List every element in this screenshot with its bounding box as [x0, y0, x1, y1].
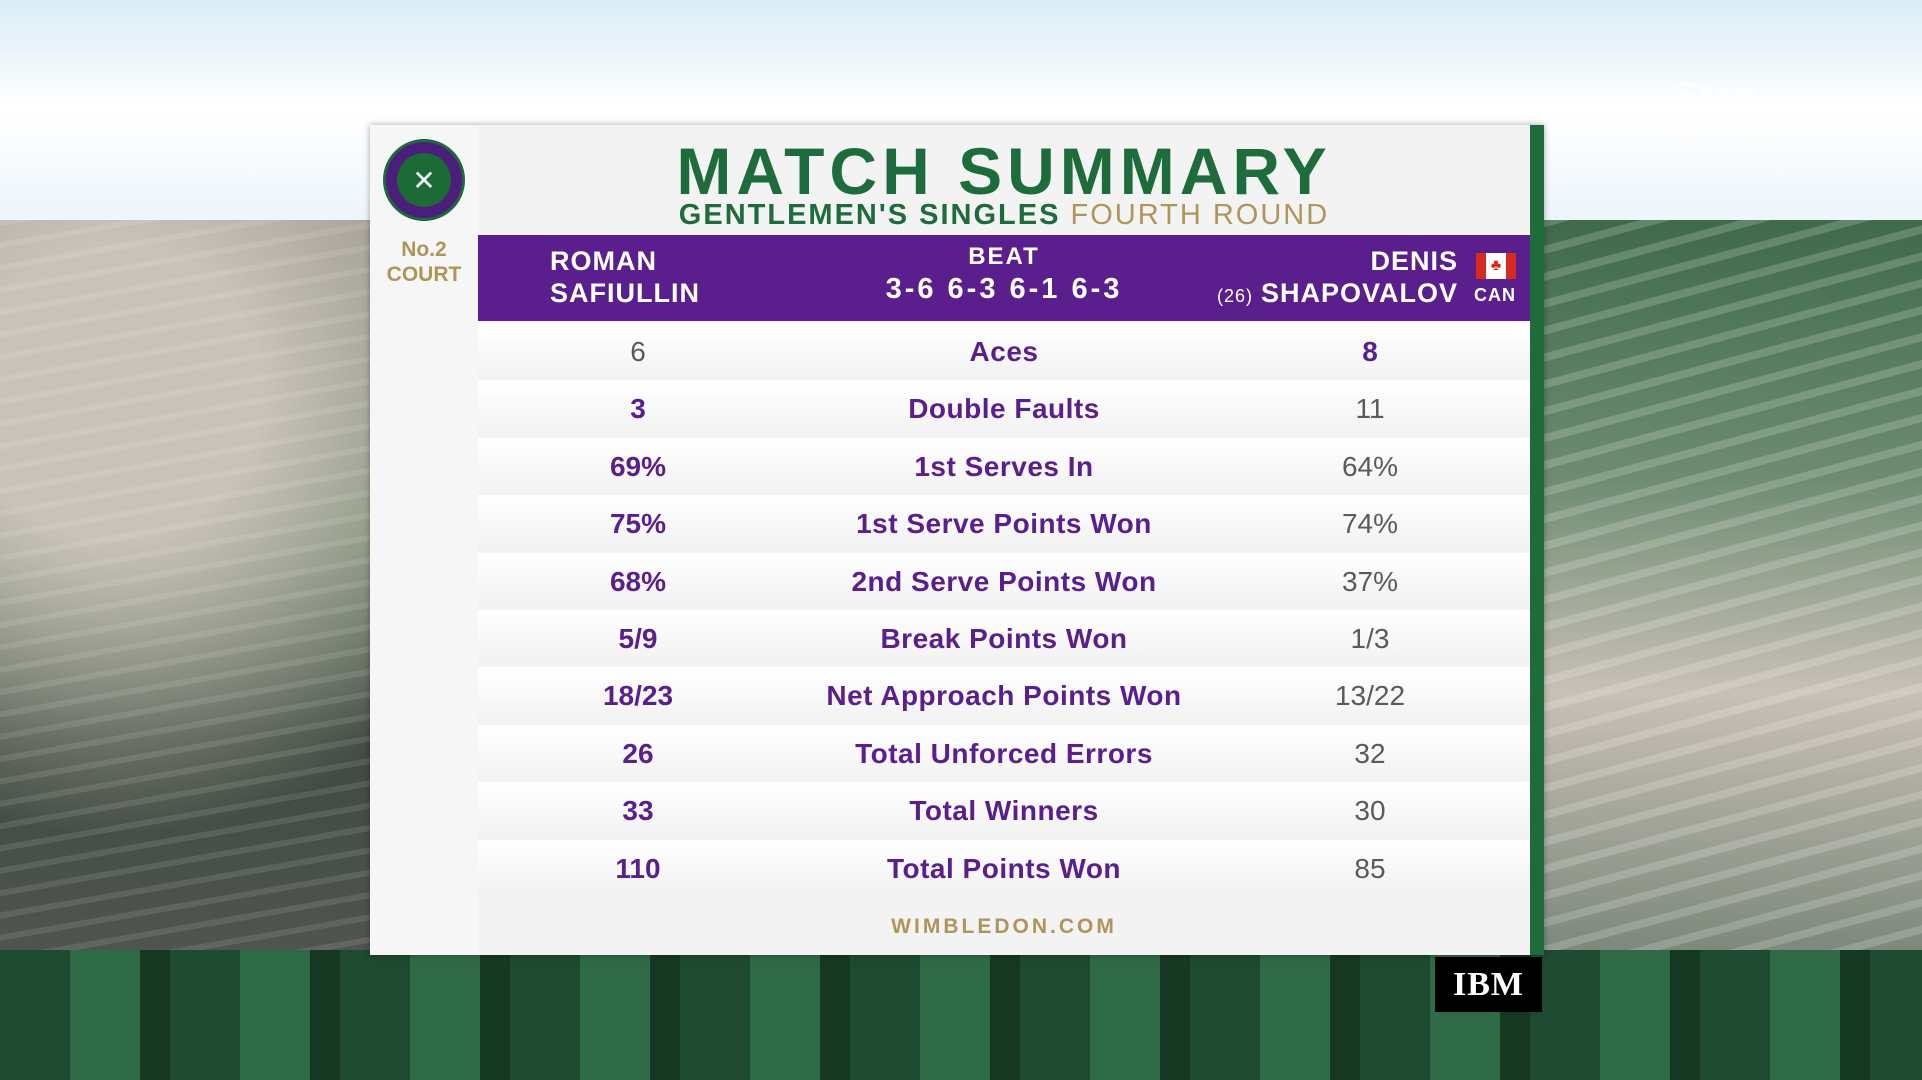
event-subtitle: GENTLEMEN'S SINGLES FOURTH ROUND [478, 199, 1530, 232]
player2-stat: 13/22 [1334, 680, 1406, 712]
player2-stat: 64% [1341, 450, 1399, 482]
stat-label: 1st Serve Points Won [856, 508, 1152, 540]
player1-last: SAFIULLIN [550, 278, 700, 308]
stat-label: Total Winners [909, 795, 1099, 827]
footer-url: WIMBLEDON.COM [891, 915, 1117, 938]
player1-stat: 6 [630, 336, 646, 367]
stat-label: Total Unforced Errors [855, 737, 1153, 769]
player1-stat: 26 [622, 737, 654, 769]
player1-stat: 68% [609, 565, 667, 597]
accent-bar [1530, 125, 1544, 955]
foreground-seats [0, 950, 1922, 1080]
stat-label: 2nd Serve Points Won [851, 565, 1157, 597]
player2-stat: 8 [1362, 336, 1378, 367]
panel-sidebar: ✕ No.2 COURT [370, 125, 478, 955]
broadcaster-watermark: Stan SPORT [1673, 75, 1772, 135]
player2-stat: 30 [1354, 795, 1386, 827]
match-result: BEAT 3-6 6-3 6-1 6-3 [478, 243, 1530, 306]
player2-country: CAN [1474, 285, 1516, 305]
player2-stat: 32 [1354, 737, 1386, 769]
stat-label: Double Faults [908, 393, 1100, 425]
player1-stat: 5/9 [618, 622, 658, 654]
player2-stat: 37% [1341, 565, 1399, 597]
stat-row: 110 Total Points Won 85 [478, 839, 1530, 895]
stat-label: 1st Serves In [914, 450, 1094, 482]
player1-stat: 3 [630, 393, 646, 425]
crossed-rackets-icon: ✕ [397, 153, 451, 207]
stat-row: 18/23 Net Approach Points Won 13/22 [478, 667, 1530, 723]
court-number: No.2 [401, 238, 447, 261]
player2-last: SHAPOVALOV [1260, 278, 1458, 308]
stat-row: 33 Total Winners 30 [478, 782, 1530, 838]
player1-name: ROMAN SAFIULLIN [550, 245, 700, 309]
stat-label: Break Points Won [880, 622, 1128, 654]
player2-stat: 85 [1354, 852, 1386, 884]
stat-row: 75% 1st Serve Points Won 74% [478, 495, 1530, 551]
stat-row: 3 Double Faults 11 [478, 380, 1530, 436]
canada-flag-icon: ♣ [1476, 253, 1516, 279]
stat-label: Net Approach Points Won [826, 680, 1182, 712]
result-word: BEAT [968, 243, 1040, 270]
player1-stat: 69% [609, 450, 667, 482]
stat-row: 69% 1st Serves In 64% [478, 437, 1530, 493]
match-summary-panel: ✕ No.2 COURT MATCH SUMMARY GENTLEMEN'S S… [370, 125, 1544, 955]
broadcaster-sub: SPORT [1673, 112, 1772, 134]
stat-row: 68% 2nd Serve Points Won 37% [478, 552, 1530, 608]
right-stand-crowd [1540, 220, 1922, 1080]
match-header: ROMAN SAFIULLIN BEAT 3-6 6-3 6-1 6-3 DEN… [478, 235, 1530, 321]
court-word: COURT [386, 263, 462, 286]
player2-stat: 74% [1341, 508, 1399, 540]
player1-stat: 18/23 [602, 680, 674, 712]
court-label: No.2 COURT [370, 237, 478, 287]
player2-stat: 1/3 [1350, 622, 1390, 654]
event-name: GENTLEMEN'S SINGLES [678, 199, 1061, 231]
player1-stat: 33 [622, 795, 654, 827]
round-name: FOURTH ROUND [1070, 199, 1330, 231]
player2-name: DENIS (26) SHAPOVALOV [1217, 245, 1458, 312]
stat-row: 6 Aces 8 [478, 323, 1530, 378]
player1-stat: 75% [609, 508, 667, 540]
wimbledon-logo: ✕ [383, 139, 465, 221]
player2-seed: (26) [1216, 286, 1253, 306]
stat-label: Aces [969, 336, 1039, 367]
sponsor-logo: IBM [1435, 957, 1542, 1012]
page-title: MATCH SUMMARY [676, 134, 1332, 208]
player2-stat: 11 [1355, 393, 1385, 425]
broadcaster-name: Stan [1673, 75, 1756, 117]
left-stand-crowd [0, 220, 380, 1080]
match-score: 3-6 6-3 6-1 6-3 [885, 273, 1123, 305]
player2-first: DENIS [1370, 246, 1458, 276]
player1-first: ROMAN [550, 246, 657, 276]
player1-stat: 110 [615, 852, 661, 884]
stat-row: 5/9 Break Points Won 1/3 [478, 609, 1530, 665]
stat-row: 26 Total Unforced Errors 32 [478, 724, 1530, 780]
stats-table: 6 Aces 8 3 Double Faults 11 69% 1st Serves In 64… [478, 323, 1530, 897]
stat-label: Total Points Won [886, 852, 1122, 884]
